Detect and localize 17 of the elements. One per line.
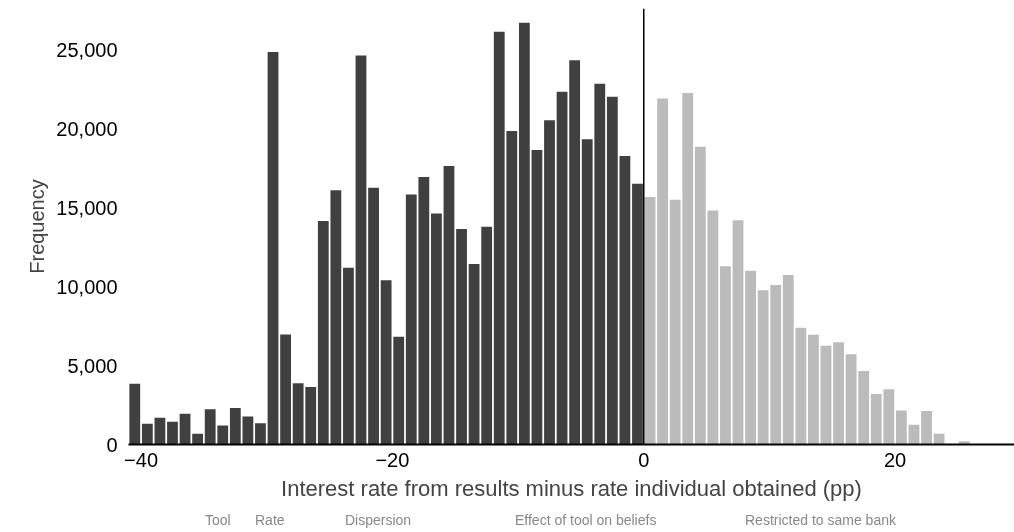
y-axis-title: Frequency [26,179,49,274]
y-tick-label: 15,000 [56,196,118,219]
x-tick-label: 0 [638,448,650,471]
text: Dispersion [345,511,412,530]
y-tick-label: 25,000 [56,38,118,61]
text: Restricted to same bank [745,511,896,530]
text: Effect of tool on beliefs [515,511,657,530]
y-tick-label: 5,000 [67,354,118,377]
x-tick-label: 20 [883,448,907,471]
y-tick-label: 20,000 [56,117,118,140]
x-tick-label: −20 [375,448,410,471]
y-tick-label: 0 [106,433,118,456]
y-tick-label: 10,000 [56,275,118,298]
x-tick-label: −40 [124,448,159,471]
text: Tool [205,511,231,530]
x-axis-title: Interest rate from results minus rate individual obtained (pp) [281,475,862,501]
text: Rate [255,511,285,530]
